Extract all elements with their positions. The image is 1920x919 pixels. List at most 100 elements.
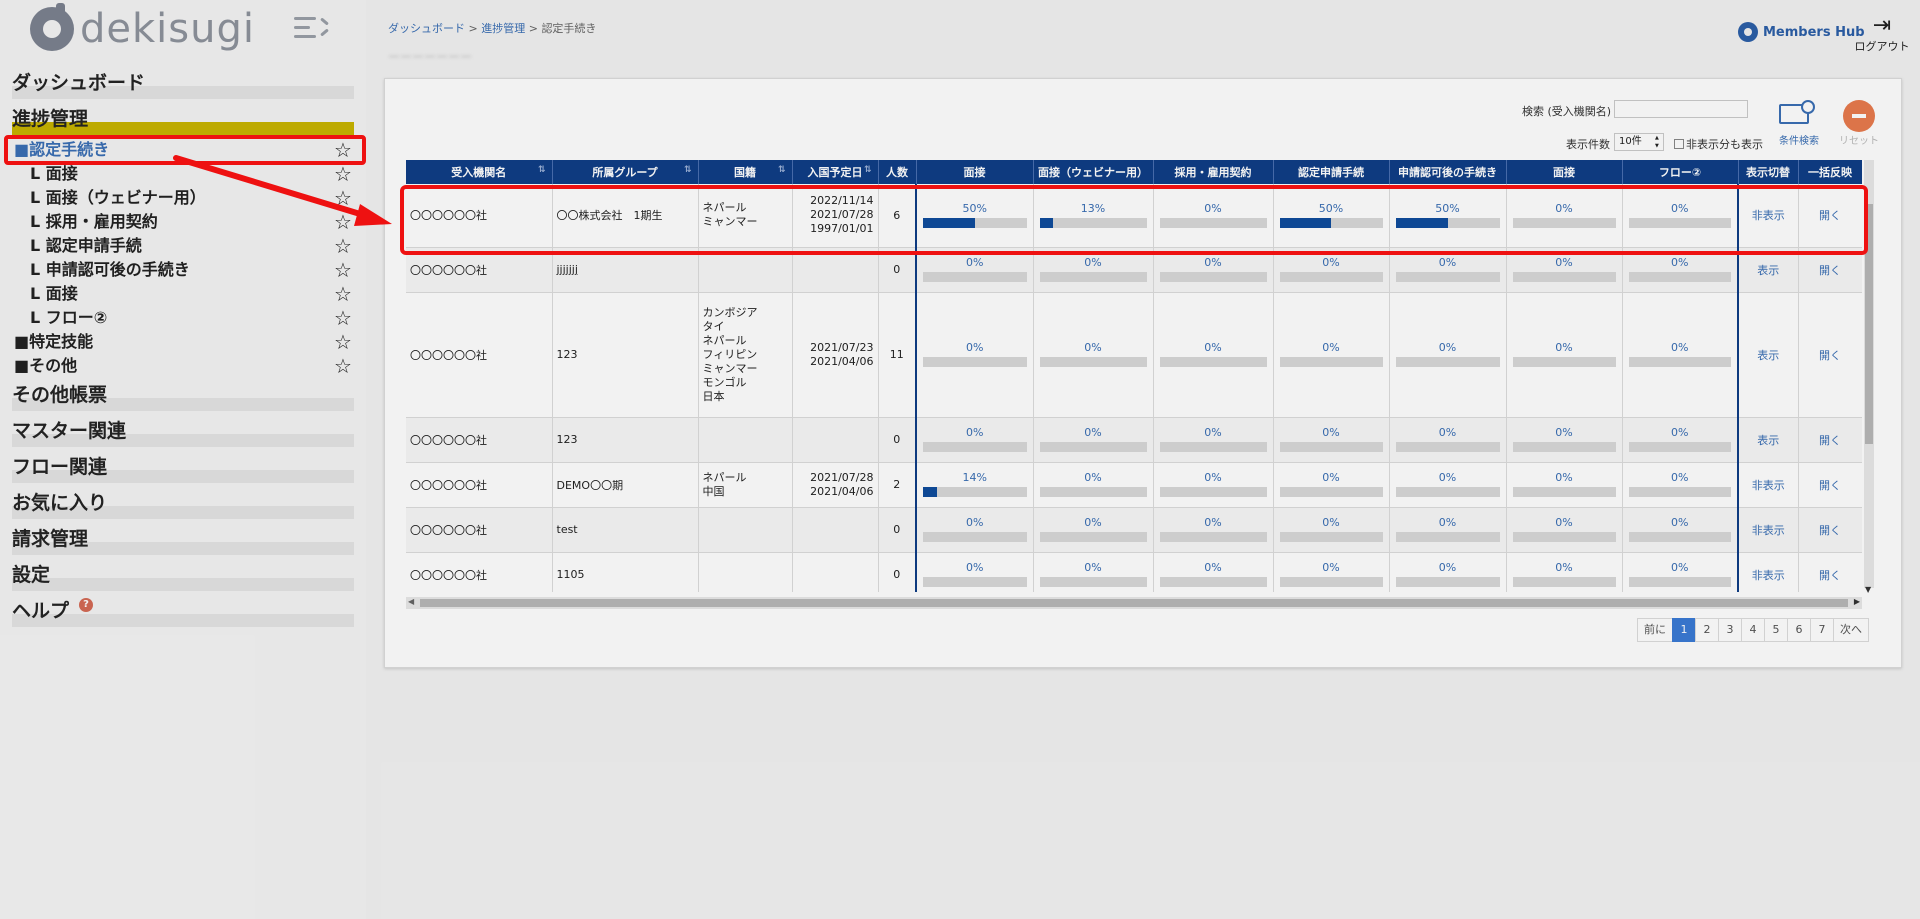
reset-button[interactable]: リセット [1834,100,1884,147]
vertical-scroll-thumb[interactable] [1865,204,1873,444]
progress-cell[interactable]: 0% [915,552,1034,592]
progress-cell[interactable]: 0% [1622,552,1739,592]
progress-cell[interactable]: 50% [1273,184,1390,248]
pagination-page[interactable]: 6 [1787,618,1811,642]
progress-cell[interactable]: 0% [1273,292,1390,418]
progress-cell[interactable]: 50% [1389,184,1507,248]
nav-master[interactable]: マスター関連 [0,414,366,450]
progress-cell[interactable]: 0% [1622,417,1739,463]
logout-button[interactable]: ⇥ ログアウト [1854,13,1910,54]
column-header[interactable]: 受入機関名 ⇅ [406,160,553,184]
count-select[interactable]: 10件 [1614,133,1664,151]
progress-cell[interactable]: 0% [1622,507,1739,553]
progress-cell[interactable]: 0% [1273,552,1390,592]
sidebar-item-specified-skill[interactable]: ■特定技能 ☆ [14,330,352,354]
pagination-prev[interactable]: 前に [1637,618,1673,642]
scroll-left-icon[interactable]: ◀ [408,597,415,606]
sidebar-item-interview[interactable]: L 面接 ☆ [30,162,352,186]
progress-cell[interactable]: 0% [1389,462,1507,508]
horizontal-scrollbar[interactable]: ◀ ▶ [406,597,1862,609]
progress-cell[interactable]: 0% [1622,292,1739,418]
star-icon[interactable]: ☆ [334,306,352,330]
vertical-scrollbar[interactable]: ▼ [1864,160,1874,594]
toggle-display-link[interactable]: 表示 [1737,417,1799,463]
progress-cell[interactable]: 0% [1506,552,1623,592]
breadcrumb-progress[interactable]: 進捗管理 [481,22,526,35]
progress-cell[interactable]: 50% [915,184,1034,248]
progress-cell[interactable]: 0% [1506,184,1623,248]
progress-cell[interactable]: 14% [915,462,1034,508]
show-hidden-checkbox[interactable] [1674,139,1684,149]
progress-cell[interactable]: 0% [1273,417,1390,463]
progress-cell[interactable]: 0% [1033,507,1154,553]
progress-cell[interactable]: 0% [1506,507,1623,553]
progress-cell[interactable]: 0% [1389,552,1507,592]
sort-icon[interactable]: ⇅ [683,165,692,175]
table-row[interactable]: 〇〇〇〇〇〇社 test 0 0% 0% 0% 0% 0% 0% 0% 非表示 開く [406,507,1862,553]
progress-cell[interactable]: 0% [1153,462,1274,508]
column-header[interactable]: 入国予定日 ⇅ [792,160,879,184]
column-header[interactable]: 国籍 ⇅ [698,160,793,184]
progress-cell[interactable]: 0% [1153,507,1274,553]
progress-cell[interactable]: 0% [1153,552,1274,592]
progress-cell[interactable]: 0% [1273,462,1390,508]
pagination-page[interactable]: 2 [1695,618,1719,642]
toggle-display-link[interactable]: 非表示 [1737,462,1799,508]
star-icon[interactable]: ☆ [334,258,352,282]
progress-cell[interactable]: 0% [1389,417,1507,463]
toggle-display-link[interactable]: 非表示 [1737,552,1799,592]
table-row[interactable]: 〇〇〇〇〇〇社 〇〇株式会社 1期生 ネパール ミャンマー 2022/11/14 2021… [406,184,1862,248]
progress-cell[interactable]: 0% [1389,507,1507,553]
progress-cell[interactable]: 0% [1033,462,1154,508]
bulk-apply-link[interactable]: 開く [1798,292,1862,418]
nav-favorites[interactable]: お気に入り [0,486,366,522]
show-hidden-toggle[interactable]: 非表示分も表示 [1674,136,1763,152]
table-row[interactable]: 〇〇〇〇〇〇社 123 0 0% 0% 0% 0% 0% 0% 0% 表示 開く [406,417,1862,463]
toggle-display-link[interactable]: 非表示 [1737,184,1799,248]
nav-help[interactable]: ヘルプ? [0,594,366,630]
progress-cell[interactable]: 0% [1153,184,1274,248]
table-row[interactable]: 〇〇〇〇〇〇社 1105 0 0% 0% 0% 0% 0% 0% 0% 非表示 開く [406,552,1862,592]
pagination-page[interactable]: 4 [1741,618,1765,642]
progress-cell[interactable]: 0% [1622,184,1739,248]
toggle-display-link[interactable]: 非表示 [1737,507,1799,553]
sort-icon[interactable]: ⇅ [777,165,786,175]
progress-cell[interactable]: 0% [1506,462,1623,508]
sidebar-item-application[interactable]: L 認定申請手続 ☆ [30,234,352,258]
star-icon[interactable]: ☆ [334,162,352,186]
bulk-apply-link[interactable]: 開く [1798,507,1862,553]
sidebar-item-other[interactable]: ■その他 ☆ [14,354,352,378]
table-row[interactable]: 〇〇〇〇〇〇社 123 カンボジア タイ ネパール フィリピン ミャンマー モンゴル 日本 202… [406,292,1862,418]
progress-cell[interactable]: 0% [1153,292,1274,418]
progress-cell[interactable]: 0% [1033,292,1154,418]
nav-billing[interactable]: 請求管理 [0,522,366,558]
sidebar-item-flow-2[interactable]: L フロー② ☆ [30,306,352,330]
bulk-apply-link[interactable]: 開く [1798,184,1862,248]
horizontal-scroll-thumb[interactable] [420,599,1848,607]
star-icon[interactable]: ☆ [334,330,352,354]
pagination-page[interactable]: 1 [1672,618,1696,642]
nav-flow[interactable]: フロー関連 [0,450,366,486]
pagination-page[interactable]: 7 [1810,618,1834,642]
table-row[interactable]: 〇〇〇〇〇〇社 DEMO〇〇期 ネパール 中国 2021/07/28 2021/04/06… [406,462,1862,508]
scroll-right-icon[interactable]: ▶ [1853,597,1860,606]
progress-cell[interactable]: 0% [1033,417,1154,463]
progress-cell[interactable]: 0% [1273,507,1390,553]
pagination-next[interactable]: 次へ [1833,618,1869,642]
toggle-display-link[interactable]: 表示 [1737,292,1799,418]
bulk-apply-link[interactable]: 開く [1798,417,1862,463]
progress-cell[interactable]: 13% [1033,184,1154,248]
nav-progress[interactable]: 進捗管理 [0,102,366,138]
star-icon[interactable]: ☆ [334,282,352,306]
breadcrumb-dashboard[interactable]: ダッシュボード [388,22,465,35]
scroll-down-icon[interactable]: ▼ [1865,585,1872,594]
progress-cell[interactable]: 0% [1622,462,1739,508]
logo[interactable]: dekisugi [30,3,255,53]
star-icon[interactable]: ☆ [334,210,352,234]
nav-dashboard[interactable]: ダッシュボード [0,66,366,102]
pagination-page[interactable]: 5 [1764,618,1788,642]
sidebar-collapse-icon[interactable] [294,15,330,41]
star-icon[interactable]: ☆ [334,234,352,258]
progress-cell[interactable]: 0% [915,292,1034,418]
progress-cell[interactable]: 0% [915,417,1034,463]
